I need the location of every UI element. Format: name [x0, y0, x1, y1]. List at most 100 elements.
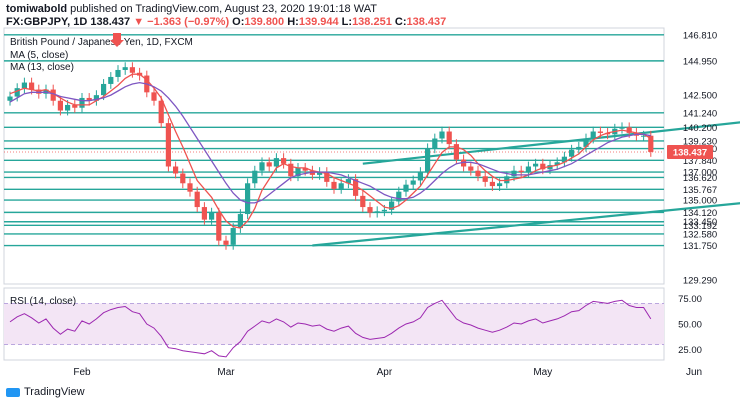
- price-tick-label: 144.950: [683, 56, 717, 67]
- channel-lower-line: [312, 202, 740, 247]
- price-tick-label: 135.000: [683, 196, 717, 207]
- candle: [331, 181, 337, 189]
- last-price-badge: [667, 144, 713, 159]
- tradingview-logo-icon: [6, 387, 20, 397]
- candle: [230, 228, 236, 245]
- candle: [482, 176, 488, 182]
- candle: [497, 183, 503, 187]
- price-tick-label: 137.840: [683, 156, 717, 167]
- candle: [461, 159, 467, 167]
- price-change: −1.363 (−0.97%): [147, 16, 230, 28]
- candle: [295, 167, 301, 177]
- candle: [65, 104, 71, 111]
- candle: [180, 173, 186, 184]
- low-value: 138.251: [352, 16, 392, 28]
- candle: [194, 191, 200, 208]
- publish-info: tomiwabold published on TradingView.com,…: [6, 3, 377, 15]
- candle: [432, 138, 438, 149]
- candle: [417, 172, 423, 181]
- legend-title: British Pound / Japanese Yen, 1D, FXCM: [10, 37, 193, 48]
- rsi-line: [9, 299, 652, 358]
- high-label: H:: [287, 16, 299, 28]
- price-tick-label: 135.767: [683, 185, 717, 196]
- price-legend: British Pound / Japanese Yen, 1D, FXCM M…: [10, 37, 193, 307]
- candle: [626, 127, 632, 133]
- candle: [425, 148, 431, 173]
- candle: [108, 76, 114, 84]
- open-value: 139.800: [244, 16, 285, 28]
- candle: [597, 131, 603, 133]
- close-label: C:: [394, 16, 407, 28]
- down-arrow-icon: ▼: [133, 16, 145, 28]
- low-label: L:: [341, 16, 353, 28]
- price-axis: 146.810 144.950 142.500 141.240 140.200 139.2…: [667, 30, 717, 286]
- price-tick-label: 129.290: [683, 275, 717, 286]
- price-tick-label: 132.580: [683, 229, 717, 240]
- candle: [21, 82, 27, 89]
- publish-text: published on TradingView.com, August 23,…: [70, 3, 377, 15]
- candle: [446, 131, 452, 145]
- rsi-pane: 75.00 50.00 25.00: [4, 294, 702, 358]
- candle: [93, 95, 99, 101]
- open-label: O:: [232, 16, 245, 28]
- candle: [518, 170, 524, 173]
- time-tick-label: Jun: [686, 367, 702, 378]
- candle: [252, 170, 258, 184]
- legend-ma13: MA (13, close): [10, 62, 74, 73]
- ma13-line: [9, 81, 651, 204]
- candle: [317, 172, 323, 175]
- candle: [396, 191, 402, 202]
- candle: [302, 167, 308, 171]
- candle: [187, 183, 193, 192]
- time-axis: FebMarAprMayJunJulAugSep: [73, 367, 702, 378]
- candle: [173, 166, 179, 174]
- candle: [367, 207, 373, 213]
- candle: [554, 162, 560, 166]
- candle: [281, 158, 287, 164]
- price-tick-label: 131.750: [683, 241, 717, 252]
- price-tick-label: 146.810: [683, 30, 717, 41]
- candle: [648, 135, 654, 152]
- candle: [338, 183, 344, 189]
- tradingview-logo[interactable]: TradingView: [6, 386, 85, 398]
- candle: [410, 180, 416, 185]
- candle: [216, 212, 222, 241]
- candle: [29, 82, 35, 90]
- candle: [511, 170, 517, 177]
- ma5-line: [9, 73, 652, 229]
- candle: [259, 162, 265, 171]
- candle: [115, 69, 121, 77]
- price-tick-label: 134.120: [683, 208, 717, 219]
- candle: [50, 89, 56, 101]
- candle: [7, 96, 13, 101]
- candle: [489, 181, 495, 187]
- last-price: 138.437: [90, 16, 131, 28]
- candle: [403, 184, 409, 192]
- candle: [468, 166, 474, 171]
- candle: [165, 123, 171, 167]
- price-tick-label: 142.500: [683, 91, 717, 102]
- candle: [540, 163, 546, 170]
- candle: [324, 172, 330, 182]
- candle: [209, 212, 215, 220]
- high-value: 139.944: [298, 16, 339, 28]
- rsi-tick-label: 75.00: [678, 294, 702, 305]
- candle: [151, 92, 157, 101]
- time-tick-label: Mar: [217, 367, 235, 378]
- candle: [129, 67, 135, 73]
- price-tick-label: 133.450: [683, 217, 717, 228]
- candle: [547, 165, 553, 170]
- candle: [569, 149, 575, 157]
- price-tick-label: 136.620: [683, 173, 717, 184]
- candle: [223, 240, 229, 245]
- author-name[interactable]: tomiwabold: [6, 3, 68, 15]
- candle: [237, 214, 243, 229]
- time-tick-label: Apr: [377, 367, 393, 378]
- candle: [309, 170, 315, 175]
- candle: [576, 146, 582, 150]
- candle: [590, 131, 596, 139]
- candle: [619, 127, 625, 129]
- last-price-badge-label: 138.437: [673, 147, 707, 158]
- candle: [389, 201, 395, 210]
